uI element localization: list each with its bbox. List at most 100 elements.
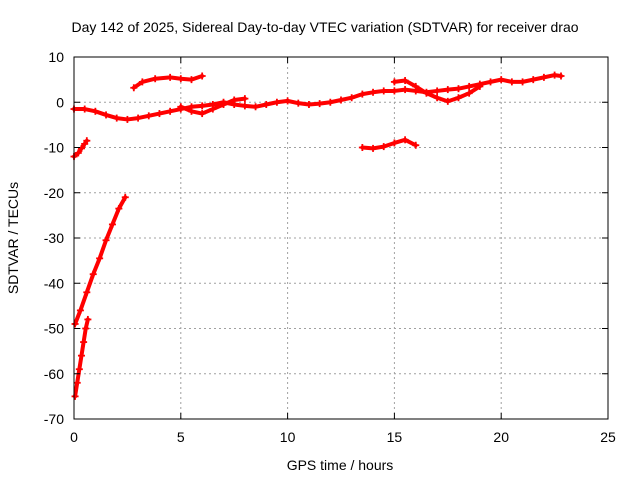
series-7-point-2 — [380, 143, 388, 151]
series-3-point-4 — [113, 114, 121, 122]
series-6-point-6 — [454, 94, 462, 102]
series-3-point-12 — [198, 102, 206, 110]
series-6-point-3 — [422, 89, 430, 97]
series-2-point-1 — [73, 379, 81, 387]
series-3-point-31 — [401, 86, 409, 94]
series-3-point-3 — [102, 111, 110, 119]
series-6-point-5 — [444, 97, 452, 105]
series-1-point-0 — [71, 320, 79, 328]
series-0-point-2 — [77, 144, 85, 152]
series-3-point-26 — [348, 94, 356, 102]
series-1-point-4 — [96, 254, 104, 262]
series-3-point-23 — [316, 100, 324, 108]
series-3-point-28 — [369, 88, 377, 96]
series-1-point-2 — [83, 288, 91, 296]
series-3-point-1 — [81, 105, 89, 113]
series-2-point-2 — [75, 365, 83, 373]
series-3-point-2 — [91, 107, 99, 115]
x-tick-label-2: 10 — [280, 429, 296, 445]
series-5 — [177, 95, 249, 118]
series-1-point-7 — [115, 205, 123, 213]
series-5-point-4 — [220, 101, 228, 109]
x-tick-label-3: 15 — [387, 429, 403, 445]
y-axis-label: SDTVAR / TECUs — [5, 182, 21, 294]
series-3-point-9 — [166, 107, 174, 115]
series-6-point-1 — [401, 77, 409, 85]
series-3-point-43 — [529, 76, 537, 84]
series-3-point-18 — [262, 101, 270, 109]
series-5-point-3 — [209, 105, 217, 113]
y-tick-label-7: 0 — [56, 94, 64, 110]
x-tick-label-4: 20 — [493, 429, 509, 445]
x-axis-label: GPS time / hours — [287, 457, 394, 473]
series-2-point-3 — [77, 352, 85, 360]
series-layer — [70, 71, 565, 400]
series-5-point-1 — [187, 107, 195, 115]
series-3-point-20 — [284, 97, 292, 105]
series-3-point-24 — [326, 98, 334, 106]
series-4-point-3 — [166, 73, 174, 81]
series-3-point-39 — [487, 78, 495, 86]
series-1 — [71, 193, 129, 328]
series-3-point-19 — [273, 98, 281, 106]
series-0-point-1 — [74, 149, 82, 157]
series-7-point-0 — [358, 144, 366, 151]
series-5-point-6 — [241, 95, 249, 103]
series-2-point-4 — [80, 338, 88, 346]
series-4-point-1 — [138, 78, 146, 86]
series-3-point-46 — [557, 72, 565, 80]
axis-layer: 0 5 10 15 20 25 -70 -60 -50 -40 -30 -20 -10 0 10 — [44, 49, 616, 445]
y-tick-label-3: -40 — [44, 275, 64, 291]
series-4-point-2 — [151, 75, 159, 83]
y-tick-label-6: -10 — [44, 140, 64, 156]
series-3-point-22 — [305, 101, 313, 109]
series-3-point-29 — [380, 87, 388, 95]
chart-title: Day 142 of 2025, Sidereal Day-to-day VTE… — [71, 19, 578, 35]
series-3-point-45 — [551, 71, 559, 79]
x-tick-label-5: 25 — [600, 429, 616, 445]
series-0 — [70, 137, 91, 161]
series-7 — [358, 136, 420, 152]
series-3-point-6 — [134, 114, 142, 122]
y-tick-label-2: -50 — [44, 321, 64, 337]
series-3-point-34 — [433, 87, 441, 95]
series-1-point-1 — [76, 306, 84, 314]
series-3-point-5 — [123, 115, 131, 123]
series-5-point-5 — [230, 96, 238, 104]
x-tick-label-1: 5 — [177, 429, 185, 445]
series-3-point-17 — [252, 103, 260, 111]
series-6-point-4 — [433, 94, 441, 102]
series-3-point-21 — [294, 99, 302, 107]
y-tick-label-0: -70 — [44, 411, 64, 427]
series-1-point-5 — [102, 236, 110, 244]
series-4-point-4 — [177, 75, 185, 83]
y-tick-label-1: -60 — [44, 366, 64, 382]
series-3-point-7 — [145, 112, 153, 120]
grid-layer — [74, 57, 608, 419]
series-5-point-2 — [198, 110, 206, 118]
series-5-point-0 — [177, 103, 185, 111]
series-4 — [130, 72, 206, 92]
series-7-point-1 — [369, 144, 377, 152]
series-3-point-37 — [465, 82, 473, 90]
series-6 — [390, 77, 484, 105]
series-6-point-8 — [476, 82, 484, 90]
series-4-point-0 — [130, 84, 138, 92]
series-3-point-42 — [519, 78, 527, 86]
y-tick-label-8: 10 — [48, 49, 64, 65]
series-7-point-4 — [401, 136, 409, 144]
series-3-point-30 — [390, 87, 398, 95]
series-3-point-36 — [454, 85, 462, 93]
series-2-point-5 — [82, 325, 90, 332]
series-0-point-4 — [83, 137, 91, 145]
x-tick-label-0: 0 — [70, 429, 78, 445]
y-tick-label-4: -30 — [44, 230, 64, 246]
series-3-point-16 — [241, 102, 249, 110]
series-7-point-3 — [390, 139, 398, 147]
series-1-point-8 — [121, 193, 129, 201]
series-3-point-8 — [155, 110, 163, 118]
y-tick-label-5: -20 — [44, 185, 64, 201]
series-2-point-0 — [71, 392, 79, 400]
series-3 — [70, 71, 565, 123]
